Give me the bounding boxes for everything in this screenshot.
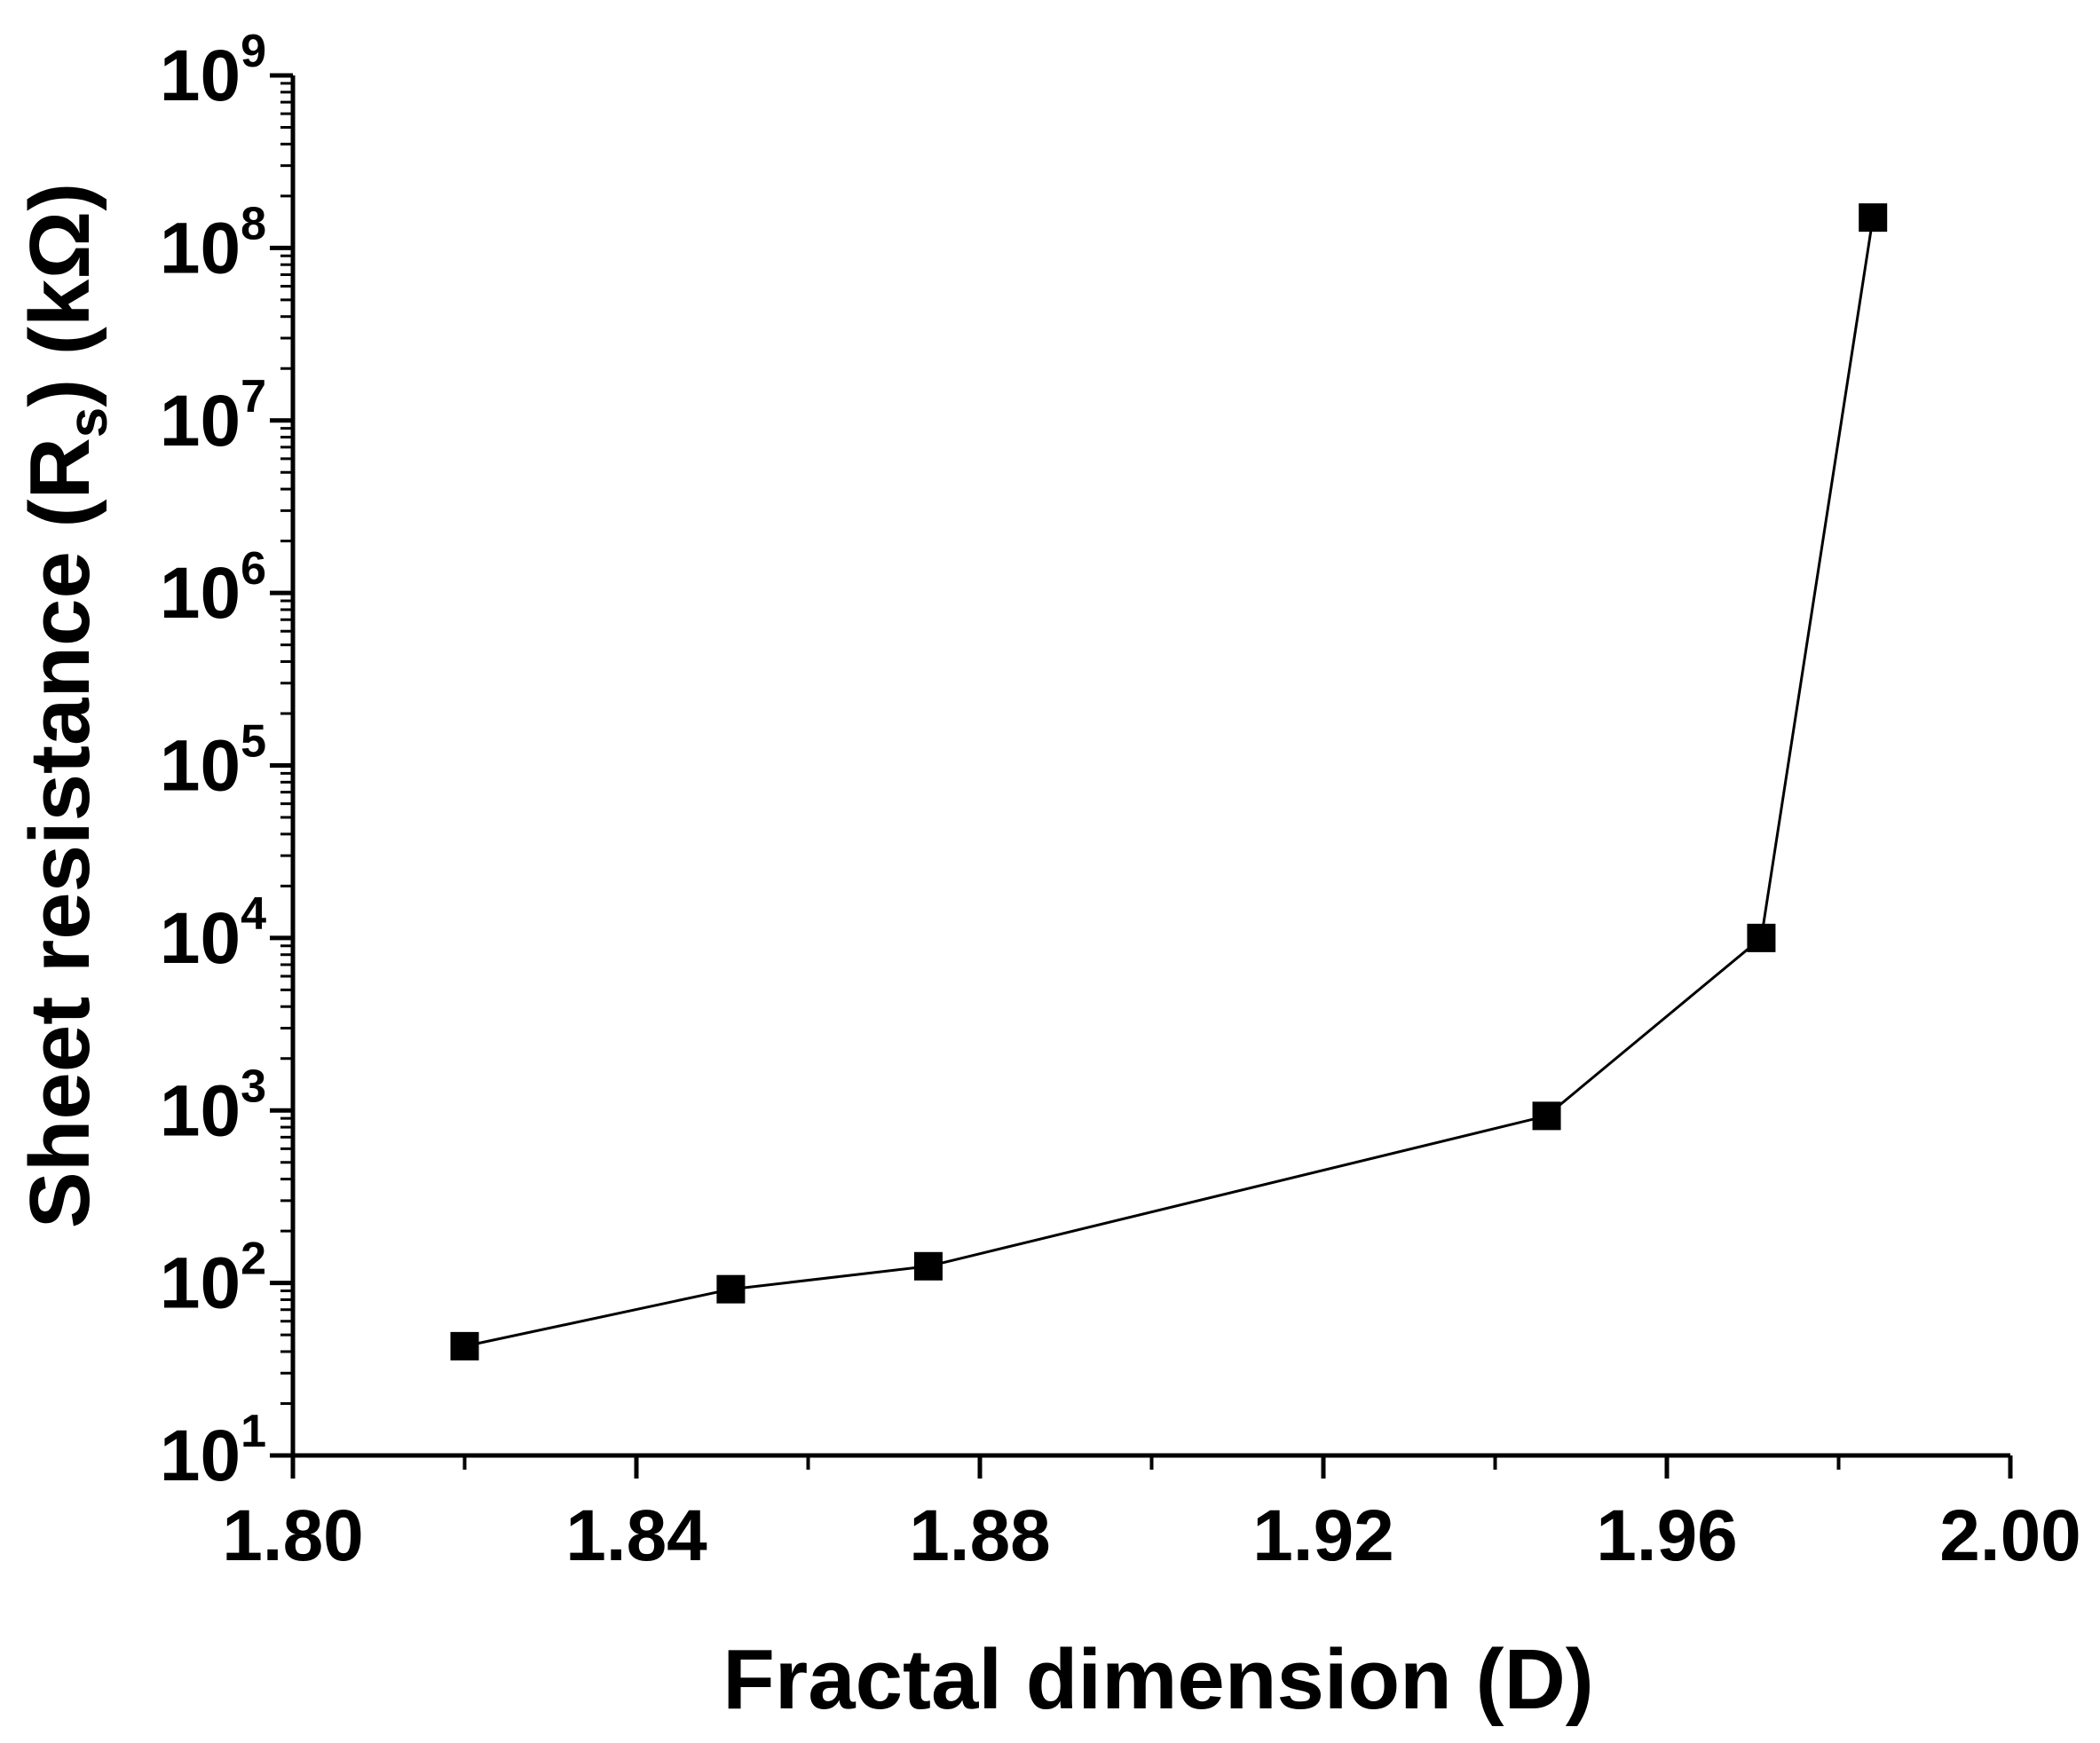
x-tick-label: 1.96 [1596, 1495, 1738, 1576]
y-tick-exponent: 7 [241, 371, 266, 422]
data-point [1747, 923, 1776, 952]
series-line [464, 217, 1875, 1348]
y-tick-exponent: 6 [241, 543, 266, 595]
y-tick-base: 10 [160, 208, 241, 288]
y-tick-exponent: 2 [241, 1234, 266, 1285]
y-axis-title: Sheet resistance (Rs) (kΩ) [12, 183, 119, 1228]
y-tick-exponent: 8 [241, 198, 266, 249]
x-tick-label: 1.84 [565, 1495, 707, 1576]
y-tick-base: 10 [160, 1416, 241, 1496]
x-tick-label: 1.80 [222, 1495, 364, 1576]
series-line-group [464, 217, 1875, 1348]
y-tick-exponent: 5 [241, 716, 266, 768]
y-axis-title-prefix: Sheet resistance (R [12, 438, 107, 1228]
x-tick-label: 1.92 [1252, 1495, 1394, 1576]
y-tick-label: 106 [160, 543, 266, 634]
y-tick-label: 108 [160, 198, 266, 288]
axes [290, 75, 2010, 1458]
data-point [450, 1331, 479, 1360]
y-tick-exponent: 1 [241, 1406, 266, 1457]
y-tick-base: 10 [160, 898, 241, 979]
data-point [716, 1274, 746, 1304]
y-axis-title-subscript: s [58, 407, 119, 438]
y-tick-label: 102 [160, 1234, 266, 1324]
x-axis-ticks: 1.80 1.84 1.88 1.92 1.96 2.00 [222, 1455, 2081, 1576]
y-tick-exponent: 3 [241, 1061, 266, 1112]
x-axis-title: Fractal dimension (D) [722, 1632, 1593, 1727]
y-tick-base: 10 [160, 35, 241, 116]
y-tick-base: 10 [160, 726, 241, 807]
y-tick-base: 10 [160, 1243, 241, 1324]
y-tick-exponent: 4 [241, 888, 266, 940]
y-axis-title-suffix: ) (kΩ) [12, 183, 107, 407]
y-tick-exponent: 9 [241, 26, 266, 77]
y-tick-label: 107 [160, 371, 266, 461]
x-tick-label: 1.88 [909, 1495, 1051, 1576]
data-point [913, 1251, 943, 1281]
y-tick-base: 10 [160, 381, 241, 461]
y-tick-label: 109 [160, 26, 266, 116]
y-tick-label: 105 [160, 716, 266, 807]
y-tick-label: 103 [160, 1061, 266, 1151]
y-tick-base: 10 [160, 553, 241, 634]
y-tick-label: 101 [160, 1406, 266, 1496]
data-point [1532, 1101, 1561, 1131]
data-point [1859, 203, 1888, 233]
y-tick-base: 10 [160, 1070, 241, 1151]
x-tick-label: 2.00 [1939, 1495, 2081, 1576]
data-points [450, 203, 1888, 1360]
y-tick-label: 104 [160, 888, 266, 979]
